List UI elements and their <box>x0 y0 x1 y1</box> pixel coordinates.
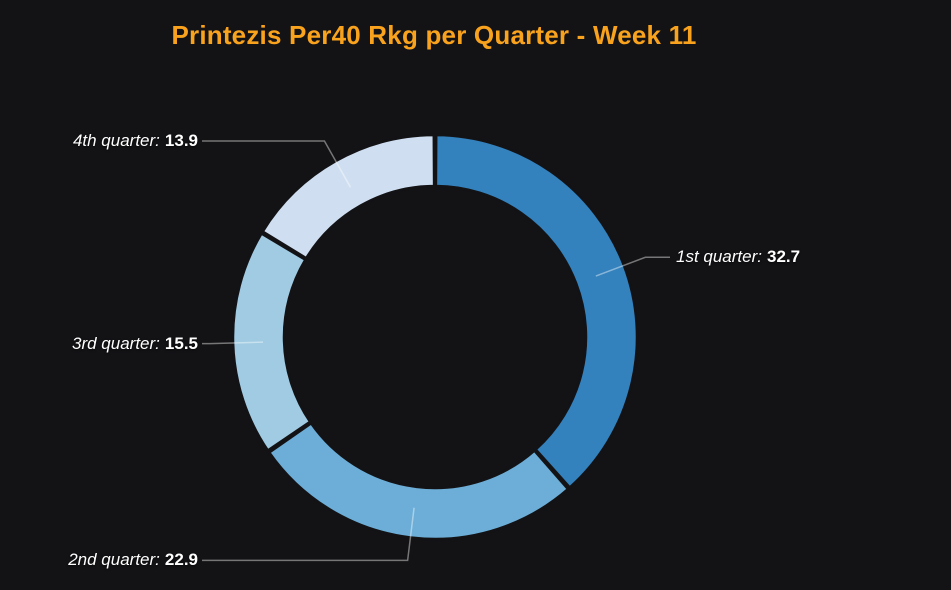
donut-slice-1st-quarter[interactable] <box>434 133 639 489</box>
slice-label-name: 2nd quarter: <box>68 550 160 570</box>
slice-label-value: 32.7 <box>767 247 801 267</box>
slice-label-3rd-quarter: 3rd quarter: 15.5 <box>72 331 198 357</box>
leader-line <box>595 256 670 277</box>
slice-label-name: 3rd quarter: <box>72 333 160 353</box>
donut-slice-3rd-quarter[interactable] <box>231 232 312 452</box>
slice-label-value: 15.5 <box>164 333 198 353</box>
donut-slice-2nd-quarter[interactable] <box>268 422 570 541</box>
slice-label-name: 4th quarter: <box>72 131 160 151</box>
leader-line <box>202 341 264 345</box>
donut-slice-4th-quarter[interactable] <box>261 133 436 260</box>
slice-label-name: 1st quarter: <box>676 247 762 267</box>
leader-line <box>202 507 415 562</box>
slice-label-value: 13.9 <box>164 131 198 151</box>
chart-title: Printezis Per40 Rkg per Quarter - Week 1… <box>171 20 697 50</box>
slice-label-4th-quarter: 4th quarter: 13.9 <box>73 128 198 154</box>
slice-label-2nd-quarter: 2nd quarter: 22.9 <box>68 547 198 573</box>
slice-label-value: 22.9 <box>164 550 198 570</box>
leader-line <box>202 140 352 188</box>
slice-label-1st-quarter: 1st quarter: 32.7 <box>676 244 800 270</box>
